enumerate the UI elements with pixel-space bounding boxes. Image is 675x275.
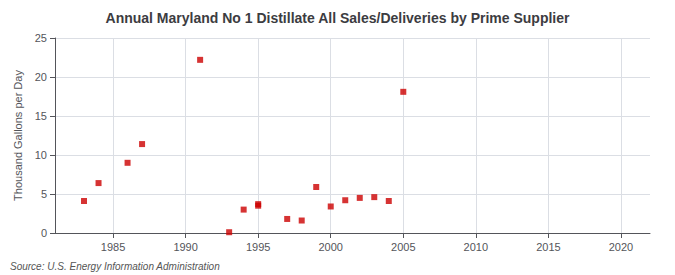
- svg-text:2005: 2005: [391, 241, 415, 253]
- svg-text:25: 25: [35, 32, 47, 44]
- svg-text:0: 0: [41, 227, 47, 239]
- svg-text:15: 15: [35, 110, 47, 122]
- svg-text:2010: 2010: [464, 241, 488, 253]
- svg-text:Thousand Gallons per Day: Thousand Gallons per Day: [12, 70, 24, 201]
- svg-text:2020: 2020: [609, 241, 633, 253]
- svg-text:2015: 2015: [536, 241, 560, 253]
- svg-text:1990: 1990: [173, 241, 197, 253]
- svg-text:1995: 1995: [246, 241, 270, 253]
- svg-text:Annual Maryland No 1 Distillat: Annual Maryland No 1 Distillate All Sale…: [106, 10, 571, 26]
- svg-text:10: 10: [35, 149, 47, 161]
- svg-text:20: 20: [35, 71, 47, 83]
- svg-text:Source: U.S. Energy Informatio: Source: U.S. Energy Information Administ…: [10, 261, 220, 272]
- svg-text:2000: 2000: [318, 241, 342, 253]
- svg-text:5: 5: [41, 188, 47, 200]
- svg-text:1985: 1985: [101, 241, 125, 253]
